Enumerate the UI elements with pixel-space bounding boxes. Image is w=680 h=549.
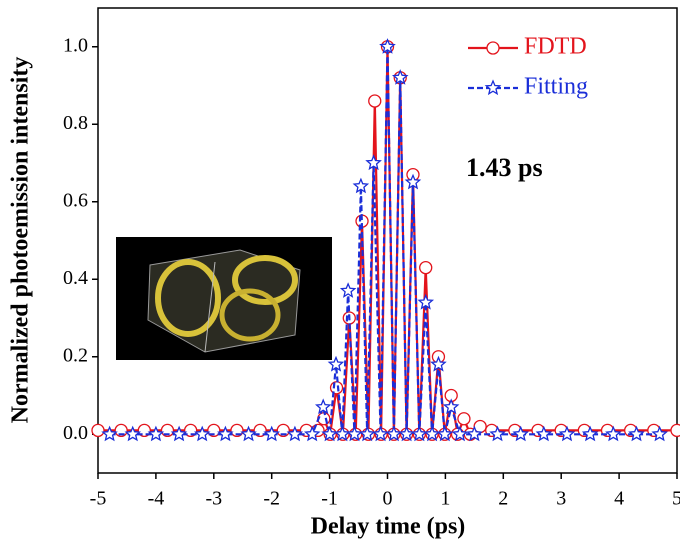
data-point: [91, 423, 105, 438]
data-point: [170, 425, 188, 442]
x-tick-label: -3: [205, 488, 222, 510]
legend-marker: [484, 79, 502, 96]
data-point: [392, 69, 409, 85]
data-point: [670, 423, 680, 438]
y-tick-label: 0.0: [63, 422, 88, 444]
legend-label: Fitting: [524, 74, 588, 100]
data-point: [339, 282, 357, 298]
data-point: [512, 425, 529, 442]
data-point: [404, 173, 422, 190]
data-point: [124, 425, 142, 442]
data-point: [651, 425, 668, 442]
legend-label: FDTD: [524, 34, 587, 60]
data-point: [217, 425, 234, 442]
annotation: 1.43 ps: [466, 153, 543, 182]
y-tick-label: 1.0: [63, 34, 88, 56]
data-point: [430, 355, 447, 372]
data-point: [489, 425, 506, 442]
inset-image: [116, 237, 332, 360]
data-point: [605, 425, 622, 442]
data-point: [436, 425, 454, 442]
x-tick-label: -4: [148, 488, 165, 510]
data-point: [379, 38, 396, 54]
series-line: [109, 46, 660, 436]
data-point: [628, 425, 645, 442]
data-point: [315, 398, 332, 415]
data-point: [365, 154, 382, 171]
x-tick-label: -2: [263, 488, 280, 510]
y-axis-title: Normalized photoemission intensity: [8, 57, 34, 424]
x-tick-label: -5: [90, 488, 107, 510]
data-point: [442, 398, 460, 415]
data-point: [368, 94, 382, 108]
x-tick-label: 4: [614, 488, 624, 510]
data-point: [581, 425, 599, 442]
data-point: [417, 293, 435, 310]
x-tick-label: 3: [556, 488, 566, 510]
data-point: [558, 425, 576, 442]
data-point: [240, 425, 257, 442]
data-point: [359, 425, 376, 442]
data-point: [329, 381, 344, 395]
data-point: [286, 425, 304, 442]
data-point: [372, 425, 389, 442]
y-tick-label: 0.2: [63, 344, 88, 366]
x-tick-label: -1: [321, 488, 338, 510]
x-tick-label: 1: [440, 488, 450, 510]
y-tick-label: 0.6: [63, 189, 88, 211]
data-point: [147, 425, 165, 442]
x-tick-label: 0: [383, 488, 393, 510]
data-point: [451, 425, 469, 442]
data-point: [304, 425, 321, 442]
data-point: [466, 425, 483, 442]
data-point: [327, 355, 345, 372]
data-point: [419, 260, 433, 275]
x-tick-label: 2: [498, 488, 508, 510]
legend-marker: [486, 41, 500, 55]
data-point: [194, 425, 211, 442]
data-point: [352, 177, 370, 194]
data-point: [101, 425, 118, 442]
y-tick-label: 0.8: [63, 112, 88, 134]
data-point: [263, 425, 281, 442]
y-tick-label: 0.4: [63, 267, 88, 289]
x-axis-title: Delay time (ps): [311, 514, 466, 540]
data-point: [457, 412, 471, 426]
x-tick-label: 5: [672, 488, 680, 510]
data-point: [535, 425, 553, 442]
